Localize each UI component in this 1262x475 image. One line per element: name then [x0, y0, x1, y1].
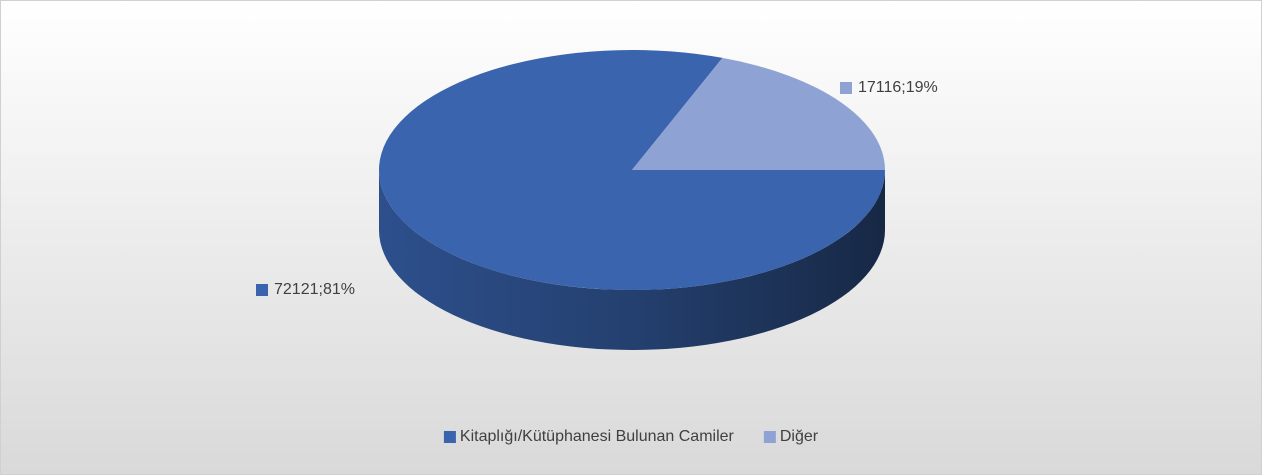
legend-key: [443, 431, 456, 443]
label-key: [840, 82, 852, 94]
legend-label: Diğer: [780, 428, 819, 445]
data-label: 17116;19%: [858, 79, 938, 96]
legend-label: Kitaplığı/Kütüphanesi Bulunan Camiler: [460, 428, 735, 445]
slice-side: [379, 170, 885, 350]
label-key: [256, 284, 268, 296]
data-label: 72121;81%: [274, 281, 355, 298]
legend-key: [763, 431, 776, 443]
slice: [632, 57, 886, 171]
